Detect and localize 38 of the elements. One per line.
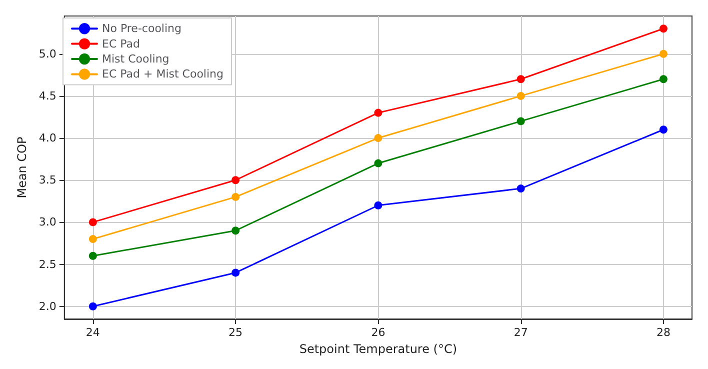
point — [659, 126, 668, 134]
legend-label: Mist Cooling — [102, 52, 170, 66]
y-tick-label: 3.0 — [38, 216, 56, 229]
point — [232, 192, 240, 201]
point — [88, 235, 97, 244]
point — [516, 92, 525, 100]
point — [374, 108, 382, 117]
y-tick-label: 5.0 — [38, 47, 56, 60]
point — [659, 75, 668, 84]
y-tick-label: 4.0 — [38, 132, 56, 145]
point — [374, 159, 382, 168]
point — [232, 176, 240, 184]
point — [659, 24, 668, 33]
y-axis-title: Mean COP — [15, 136, 29, 198]
point — [88, 252, 97, 260]
legend-label: No Pre-cooling — [102, 22, 182, 36]
point — [232, 268, 240, 277]
y-tick-label: 4.5 — [38, 89, 56, 102]
point — [516, 117, 525, 126]
point — [374, 134, 382, 142]
legend-label: EC Pad — [102, 37, 140, 50]
x-tick-label: 24 — [86, 326, 100, 339]
y-tick-label: 2.0 — [38, 300, 56, 313]
x-tick-label: 26 — [371, 326, 386, 339]
x-axis-title: Setpoint Temperature (°C) — [299, 342, 458, 356]
point — [374, 201, 382, 210]
legend-label: EC Pad + Mist Cooling — [102, 68, 224, 81]
y-tick-label: 3.5 — [38, 174, 56, 187]
point — [232, 226, 240, 235]
point — [88, 218, 97, 226]
y-tick-label: 2.5 — [38, 258, 56, 271]
x-tick-label: 27 — [514, 326, 528, 339]
x-tick-label: 25 — [228, 326, 243, 339]
point — [516, 75, 525, 84]
point — [516, 184, 525, 193]
point — [88, 302, 97, 310]
x-tick-label: 28 — [656, 326, 670, 339]
point — [659, 50, 668, 58]
